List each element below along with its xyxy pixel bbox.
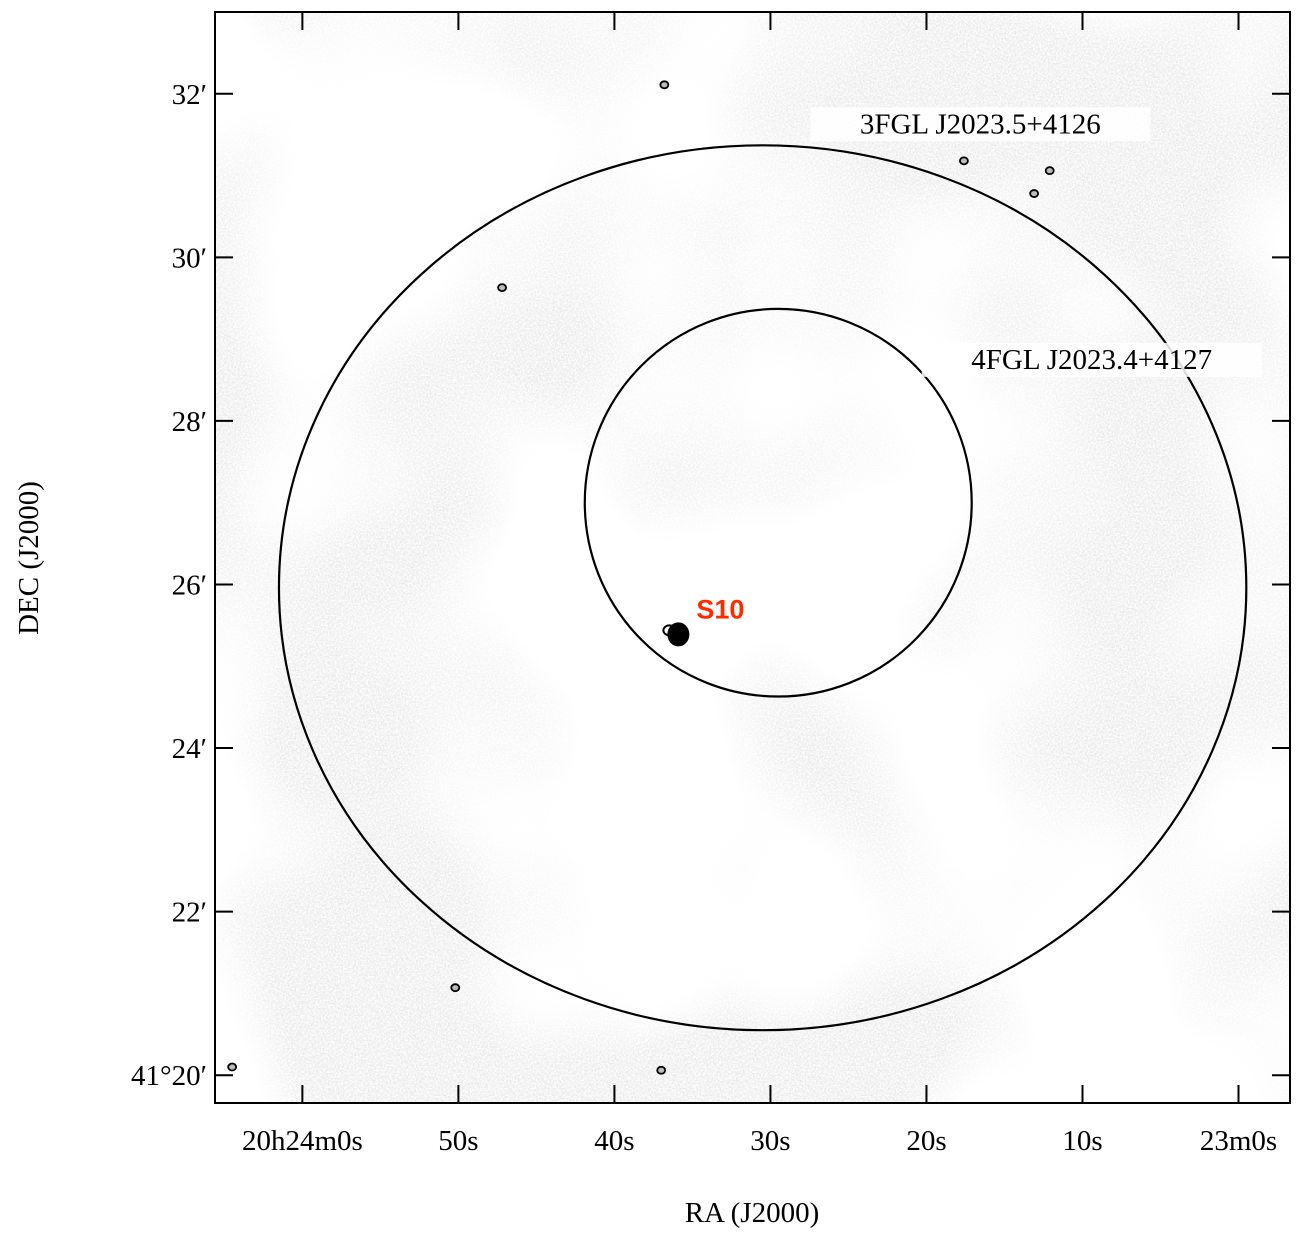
- contour: [450, 983, 461, 993]
- contour: [659, 80, 670, 90]
- x-tick-label: 23m0s: [1200, 1125, 1277, 1157]
- x-tick-label: 40s: [594, 1125, 634, 1157]
- y-tick-label: 22′: [172, 897, 207, 929]
- y-tick-label: 28′: [172, 406, 207, 438]
- y-axis-label: DEC (J2000): [13, 481, 45, 635]
- y-tick-label: 24′: [172, 733, 207, 765]
- error-ellipse: [583, 307, 973, 698]
- x-tick-label: 50s: [438, 1125, 478, 1157]
- contour: [959, 156, 969, 166]
- region-label: 4FGL J2023.4+4127: [971, 344, 1212, 376]
- source: [667, 622, 690, 647]
- label-background: [810, 107, 1151, 142]
- contour: [227, 1062, 238, 1072]
- contour: [497, 283, 507, 293]
- y-tick-label: 30′: [172, 242, 207, 274]
- error-ellipse: [277, 144, 1248, 1032]
- y-tick-label: 41°20′: [131, 1060, 207, 1092]
- region-label: 3FGL J2023.5+4126: [860, 108, 1101, 140]
- x-axis-label: RA (J2000): [685, 1197, 820, 1229]
- source-contour: [662, 624, 677, 637]
- sky-image: [215, 12, 1290, 1103]
- y-tick-label: 26′: [172, 569, 207, 601]
- x-tick-label: 10s: [1062, 1125, 1102, 1157]
- x-tick-label: 20h24m0s: [242, 1125, 363, 1157]
- contour: [1044, 166, 1055, 176]
- plot-frame: [214, 11, 1291, 1104]
- y-tick-label: 32′: [172, 79, 207, 111]
- source-label: S10: [696, 594, 744, 624]
- x-tick-label: 30s: [750, 1125, 790, 1157]
- contour: [1029, 189, 1040, 198]
- label-background: [921, 342, 1262, 377]
- x-tick-label: 20s: [906, 1125, 946, 1157]
- contour: [656, 1065, 667, 1075]
